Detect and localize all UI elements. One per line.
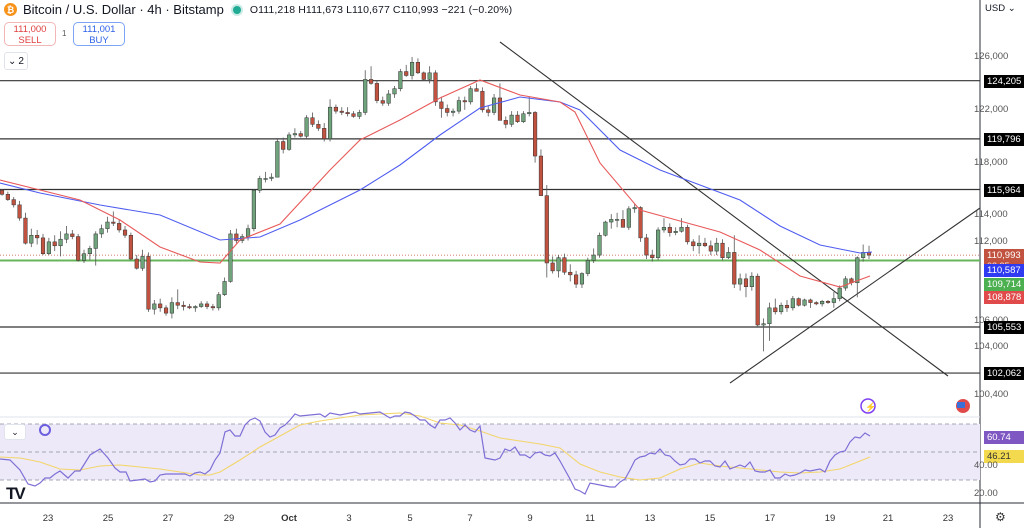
level-price-tag: 105,553 (984, 320, 1024, 334)
buy-price: 111,001 (82, 24, 116, 35)
sell-price: 111,000 (13, 24, 47, 35)
indicators-toggle-button[interactable]: ⌄ 2 (4, 52, 28, 70)
spread-value: 1 (62, 29, 67, 38)
price-tick: 112,000 (974, 235, 1008, 247)
ema-fast-tag: 108,878 (984, 291, 1024, 304)
level-price-tag: 124,205 (984, 74, 1024, 88)
time-tick: 23 (42, 513, 54, 524)
time-tick: 5 (407, 513, 413, 524)
level-price-tag: 102,062 (984, 367, 1024, 381)
time-tick: 23 (942, 513, 954, 524)
indicator-count: 2 (18, 55, 24, 67)
time-tick: 21 (882, 513, 894, 524)
open-value: O111,218 (249, 3, 296, 16)
rsi-tick: 40.00 (974, 460, 998, 471)
change-value: −221 (−0.20%) (441, 3, 513, 16)
time-tick: 15 (704, 513, 716, 524)
high-value: H111,673 (298, 3, 344, 16)
level-price-tag: 119,796 (984, 132, 1024, 146)
earnings-event-icon (860, 398, 876, 414)
price-tick: 100,400 (974, 389, 1009, 400)
time-tick: Oct (281, 513, 297, 524)
price-tick: 122,000 (974, 103, 1009, 115)
time-tick: 27 (162, 513, 174, 524)
rsi-collapse-button[interactable]: ⌄ (4, 424, 26, 440)
time-tick: 7 (467, 513, 473, 524)
ema-slow-tag: 110,587 (984, 264, 1024, 277)
symbol-header: ₿ Bitcoin / U.S. Dollar · 4h · Bitstamp … (4, 2, 512, 17)
time-tick: 11 (585, 513, 595, 524)
time-tick: 3 (346, 513, 352, 524)
close-value: C110,993 (392, 3, 439, 16)
sell-label: SELL (18, 35, 42, 46)
tradingview-logo[interactable]: TV (6, 484, 26, 503)
time-tick: 25 (102, 513, 114, 524)
price-tick: 118,000 (974, 156, 1008, 168)
market-open-icon (232, 5, 241, 14)
time-tick: 19 (824, 513, 836, 524)
time-tick: 29 (223, 513, 235, 524)
buy-label: BUY (89, 35, 109, 46)
svg-text:⚡: ⚡ (865, 401, 876, 413)
price-tick: 104,000 (974, 341, 1009, 353)
time-tick: 17 (764, 513, 776, 524)
support-price-tag: 109,714 (984, 278, 1024, 291)
buy-button[interactable]: 111,001 BUY (73, 22, 125, 46)
trendline-descending (499, 41, 949, 377)
settings-icon[interactable]: ⚙ (995, 510, 1006, 524)
level-price-tag: 115,964 (984, 183, 1024, 197)
ohlc-values: O111,218 H111,673 L110,677 C110,993 −221… (250, 4, 512, 16)
sell-button[interactable]: 111,000 SELL (4, 22, 56, 46)
price-tick: 106,000 (974, 315, 1020, 326)
low-value: L110,677 (346, 3, 390, 16)
trendline-ascending (729, 207, 981, 384)
price-tick: 114,000 (974, 209, 1008, 221)
rsi-value-tag: 60.74 (984, 431, 1024, 444)
price-tick: 126,000 (974, 51, 1009, 62)
time-tick: 13 (644, 513, 656, 524)
currency-selector[interactable]: USD ⌄ (985, 3, 1016, 14)
rsi-ma-tag: 46.21 (984, 450, 1024, 463)
rsi-tick: 20.00 (974, 488, 998, 499)
time-tick: 9 (527, 513, 533, 524)
chevron-down-icon: ⌄ (8, 55, 17, 67)
bitcoin-icon: ₿ (4, 3, 17, 16)
symbol-title[interactable]: Bitcoin / U.S. Dollar · 4h · Bitstamp (23, 2, 224, 17)
